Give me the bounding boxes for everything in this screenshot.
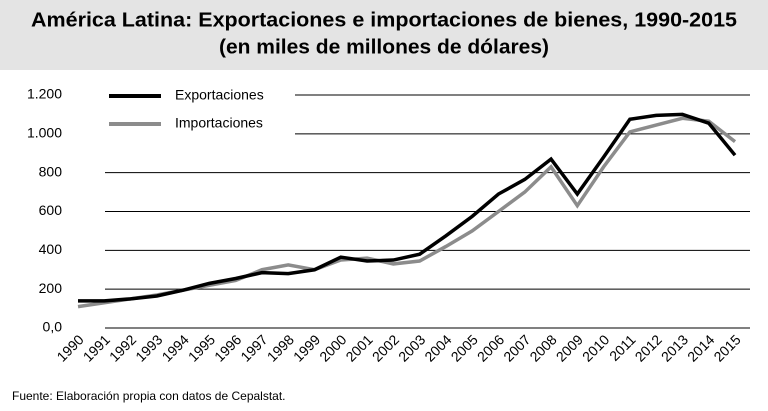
- x-tick-label: 2003: [395, 331, 428, 364]
- x-tick-label: 2005: [448, 331, 481, 364]
- x-tick-label: 1992: [106, 331, 139, 364]
- x-tick-label: 1991: [80, 331, 113, 364]
- source-note: Fuente: Elaboración propia con datos de …: [12, 389, 286, 403]
- x-tick-label: 2000: [316, 331, 349, 364]
- x-tick-label: 2009: [553, 331, 586, 364]
- series-line: [77, 116, 737, 309]
- x-tick-label: 1990: [53, 331, 86, 364]
- x-tick-label: 1998: [264, 331, 297, 364]
- x-tick-label: 2008: [526, 331, 559, 364]
- x-tick-label: 2014: [684, 331, 717, 364]
- x-tick-label: 2006: [474, 331, 507, 364]
- x-tick-label: 2010: [579, 331, 612, 364]
- title-band: [0, 0, 768, 70]
- x-tick-label: 1997: [237, 331, 270, 364]
- y-tick-label: 1.200: [27, 86, 62, 102]
- legend-label: Exportaciones: [175, 87, 264, 103]
- legend-box: [105, 82, 295, 142]
- y-tick-label: 0,0: [43, 319, 63, 335]
- chart-subtitle: (en miles de millones de dólares): [219, 36, 549, 58]
- x-tick-label: 2002: [369, 331, 402, 364]
- x-tick-label: 2001: [342, 331, 375, 364]
- x-tick-label: 1994: [159, 331, 192, 364]
- series-line: [78, 112, 737, 303]
- y-tick-label: 400: [39, 241, 63, 257]
- x-tick-label: 1996: [211, 331, 244, 364]
- x-tick-label: 2013: [658, 331, 691, 364]
- x-tick-label: 2012: [632, 331, 665, 364]
- x-tick-label: 2007: [500, 331, 533, 364]
- x-tick-label: 1999: [290, 331, 323, 364]
- x-tick-label: 1993: [132, 331, 165, 364]
- chart-title: América Latina: Exportaciones e importac…: [31, 9, 737, 31]
- x-tick-label: 1995: [185, 331, 218, 364]
- x-tick-label: 2011: [606, 331, 639, 364]
- y-tick-label: 200: [39, 280, 63, 296]
- x-tick-label: 2015: [710, 331, 743, 364]
- y-tick-label: 600: [39, 202, 63, 218]
- y-tick-label: 1.000: [27, 125, 62, 141]
- legend-label: Importaciones: [175, 115, 263, 131]
- y-tick-label: 800: [39, 163, 63, 179]
- x-tick-label: 2004: [421, 331, 454, 364]
